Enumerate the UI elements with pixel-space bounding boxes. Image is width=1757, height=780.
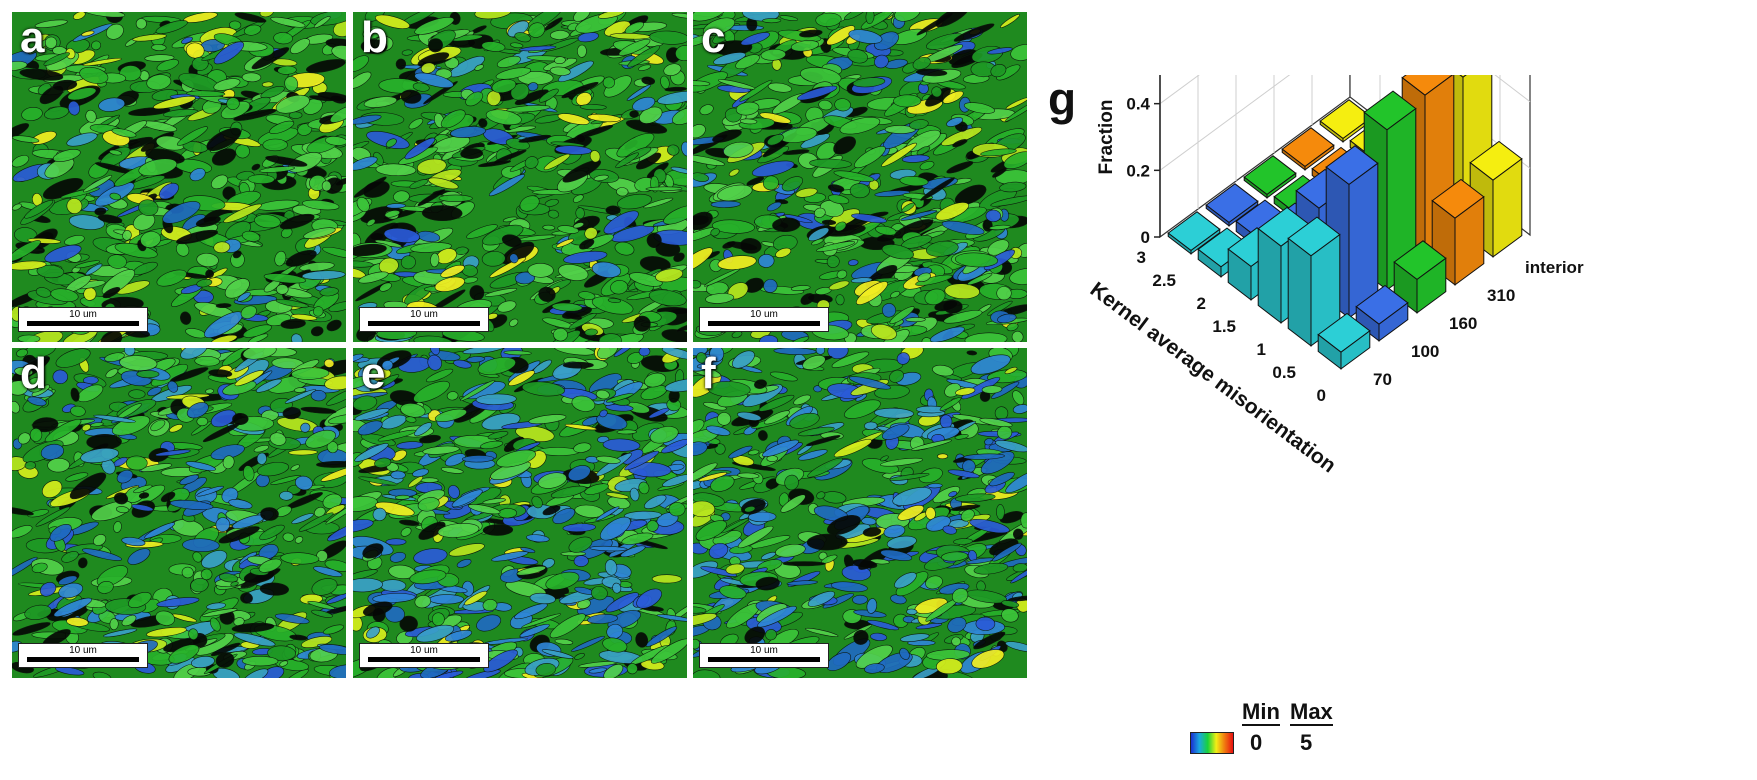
panel-label: b [361, 13, 388, 62]
panel-label: a [20, 13, 45, 62]
ebsd-map-panel: e 10 um [353, 348, 687, 678]
colorbar-legend: Min Max 0 5 [1190, 700, 1390, 760]
kam-tick-label: 2 [1197, 294, 1206, 313]
ebsd-map-panel: f 10 um [693, 348, 1027, 678]
scale-bar: 10 um [18, 307, 148, 332]
scale-bar: 10 um [359, 307, 489, 332]
kam-tick-label: 1 [1257, 340, 1266, 359]
scale-bar-line [368, 657, 480, 662]
colorbar [1190, 732, 1234, 754]
scale-bar-label: 10 um [750, 309, 778, 320]
bar-face-right [1454, 195, 1485, 286]
series-tick-label: 310 [1487, 286, 1515, 305]
panel-label: f [701, 349, 716, 398]
series-tick-label: 100 [1411, 342, 1439, 361]
panel-label-g: g [1048, 75, 1076, 125]
bar-face-right [1304, 144, 1335, 171]
scale-bar: 10 um [699, 307, 829, 332]
bar-face-right [1416, 257, 1447, 314]
scale-bar-label: 10 um [750, 645, 778, 656]
bar-face-right [1492, 157, 1523, 258]
z-axis-label: Fraction [1096, 100, 1117, 175]
bar-face-right [1190, 228, 1221, 255]
scale-bar: 10 um [18, 643, 148, 668]
scale-bar-line [368, 321, 480, 326]
misorientation-map [353, 348, 687, 678]
scale-bar: 10 um [699, 643, 829, 668]
scale-bar-label: 10 um [69, 645, 97, 656]
kam-tick-label: 0 [1317, 386, 1326, 405]
colorbar-max-value: 5 [1300, 730, 1313, 755]
misorientation-map [353, 12, 687, 342]
bar-face-right [1228, 200, 1259, 227]
ebsd-map-panel: d 10 um [12, 348, 346, 678]
series-tick-label: 160 [1449, 314, 1477, 333]
misorientation-map [693, 348, 1027, 678]
z-tick-label: 0 [1141, 228, 1150, 247]
kam-tick-label: 3 [1137, 248, 1146, 267]
misorientation-map [693, 12, 1027, 342]
scale-bar: 10 um [359, 643, 489, 668]
scale-bar-label: 10 um [410, 309, 438, 320]
ebsd-map-panel: a 10 um [12, 12, 346, 342]
panel-label: c [701, 13, 726, 62]
z-tick-label: 0.4 [1126, 95, 1150, 114]
misorientation-map [12, 348, 346, 678]
misorientation-map [12, 12, 346, 342]
colorbar-min-value: 0 [1250, 730, 1263, 755]
ebsd-map-panel: c 10 um [693, 12, 1027, 342]
panel-label: d [20, 349, 47, 398]
kam-tick-label: 1.5 [1212, 317, 1236, 336]
bar-face-right [1378, 301, 1409, 342]
bar-face-right [1266, 172, 1297, 199]
scale-bar-line [708, 657, 820, 662]
scale-bar-line [27, 657, 139, 662]
scale-bar-line [27, 321, 139, 326]
kam-tick-label: 2.5 [1152, 271, 1176, 290]
panel-label: e [361, 349, 386, 398]
series-tick-label: interior [1525, 258, 1584, 277]
kam-tick-label: 0.5 [1272, 363, 1296, 382]
scale-bar-line [708, 321, 820, 326]
scale-bar-label: 10 um [69, 309, 97, 320]
colorbar-min-label: Min [1242, 699, 1280, 726]
bar-face-right [1340, 329, 1371, 370]
series-tick-label: 70 [1373, 370, 1392, 389]
colorbar-max-label: Max [1290, 699, 1333, 726]
bar-face-left [1287, 237, 1312, 347]
z-tick-label: 0.2 [1126, 161, 1150, 180]
ebsd-map-panel: b 10 um [353, 12, 687, 342]
scale-bar-label: 10 um [410, 645, 438, 656]
